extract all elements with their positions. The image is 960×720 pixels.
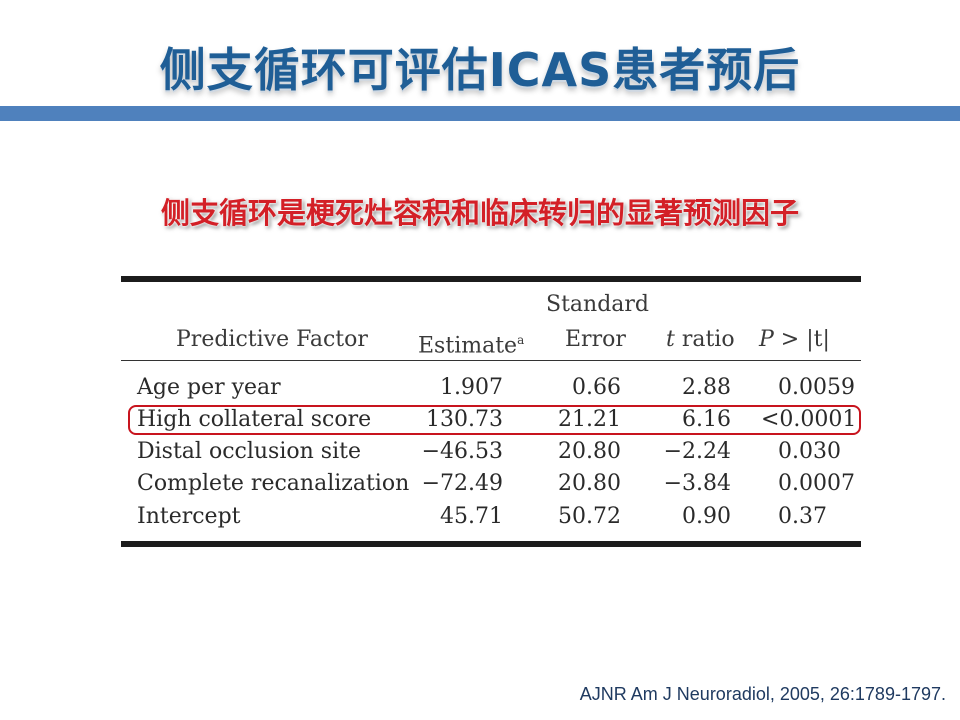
row-recanalization-t: −3.84 (663, 471, 731, 496)
header-rule (121, 360, 861, 361)
header-t-label: ratio (674, 327, 735, 352)
header-p-symbol: P (759, 327, 774, 352)
row-distal-factor: Distal occlusion site (137, 439, 361, 464)
row-recanalization-estimate: −72.49 (421, 471, 503, 496)
slide-subtitle: 侧支循环是梗死灶容积和临床转归的显著预测因子 (160, 196, 799, 230)
title-divider-bar (0, 106, 960, 121)
header-estimate: Estimatea (418, 326, 524, 360)
row-distal-estimate: −46.53 (421, 439, 503, 464)
regression-table: Predictive Factor Estimatea Standard Err… (121, 276, 861, 548)
row-intercept-p: 0.37 (778, 504, 827, 529)
highlight-box-collateral-row (128, 405, 861, 435)
row-collateral-estimate: 130.73 (426, 407, 503, 432)
row-distal-t: −2.24 (663, 439, 731, 464)
header-error: Error (565, 327, 626, 352)
header-p-value: P > |t| (759, 326, 830, 354)
header-predictive-factor: Predictive Factor (176, 327, 368, 352)
row-recanalization-p: 0.0007 (778, 471, 855, 496)
row-recanalization-se: 20.80 (558, 471, 621, 496)
row-age-se: 0.66 (572, 375, 621, 400)
row-age-t: 2.88 (682, 375, 731, 400)
header-estimate-footnote: a (517, 333, 525, 347)
row-age-estimate: 1.907 (440, 375, 503, 400)
row-age-factor: Age per year (137, 375, 281, 400)
header-t-symbol: t (666, 327, 675, 352)
row-collateral-factor: High collateral score (137, 407, 372, 432)
row-distal-se: 20.80 (558, 439, 621, 464)
row-collateral-t: 6.16 (682, 407, 731, 432)
row-collateral-p: <0.0001 (761, 407, 857, 432)
slide-title: 侧支循环可评估ICAS患者预后 (159, 43, 801, 97)
table-bottom-rule (121, 541, 861, 547)
row-intercept-estimate: 45.71 (440, 504, 503, 529)
row-distal-p: 0.030 (778, 439, 841, 464)
row-intercept-t: 0.90 (682, 504, 731, 529)
header-t-ratio: t ratio (666, 326, 735, 354)
row-recanalization-factor: Complete recanalization (137, 471, 410, 496)
header-standard: Standard (546, 292, 649, 317)
row-intercept-factor: Intercept (137, 504, 241, 529)
row-age-p: 0.0059 (778, 375, 855, 400)
header-p-label: > |t| (773, 327, 830, 352)
row-intercept-se: 50.72 (558, 504, 621, 529)
header-estimate-label: Estimate (418, 333, 518, 359)
row-collateral-se: 21.21 (558, 407, 621, 432)
citation: AJNR Am J Neuroradiol, 2005, 26:1789-179… (579, 684, 946, 704)
table-top-rule (121, 276, 861, 282)
